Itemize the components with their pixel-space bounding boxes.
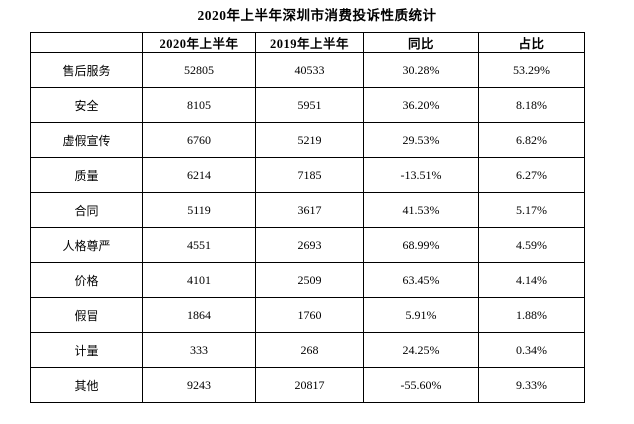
cell-value: 3617 <box>255 192 364 228</box>
table-row: 售后服务 52805 40533 30.28% 53.29% <box>30 52 585 88</box>
cell-value: 4.59% <box>478 227 585 263</box>
table-row: 人格尊严 4551 2693 68.99% 4.59% <box>30 227 585 263</box>
cell-value: 30.28% <box>363 52 479 88</box>
complaints-stats-table: 2020年上半年 2019年上半年 同比 占比 售后服务 52805 40533 30… <box>30 32 585 403</box>
cell-value: 2509 <box>255 262 364 298</box>
header-yoy: 同比 <box>363 32 479 53</box>
cell-value: 333 <box>142 332 256 368</box>
cell-value: 63.45% <box>363 262 479 298</box>
cell-value: 29.53% <box>363 122 479 158</box>
table-row: 合同 5119 3617 41.53% 5.17% <box>30 192 585 228</box>
cell-value: 20817 <box>255 367 364 403</box>
cell-value: 268 <box>255 332 364 368</box>
cell-value: 8105 <box>142 87 256 123</box>
row-label: 合同 <box>30 192 143 228</box>
cell-value: 68.99% <box>363 227 479 263</box>
cell-value: 5.17% <box>478 192 585 228</box>
row-label: 售后服务 <box>30 52 143 88</box>
table-header-row: 2020年上半年 2019年上半年 同比 占比 <box>30 32 585 53</box>
cell-value: 52805 <box>142 52 256 88</box>
cell-value: 6760 <box>142 122 256 158</box>
row-label: 安全 <box>30 87 143 123</box>
cell-value: 9243 <box>142 367 256 403</box>
table-row: 虚假宣传 6760 5219 29.53% 6.82% <box>30 122 585 158</box>
cell-value: 8.18% <box>478 87 585 123</box>
cell-value: 6214 <box>142 157 256 193</box>
table-row: 计量 333 268 24.25% 0.34% <box>30 332 585 368</box>
cell-value: -13.51% <box>363 157 479 193</box>
table-row: 其他 9243 20817 -55.60% 9.33% <box>30 367 585 403</box>
cell-value: 5.91% <box>363 297 479 333</box>
table-body: 售后服务 52805 40533 30.28% 53.29% 安全 8105 5951 36.2… <box>30 52 585 403</box>
cell-value: 5219 <box>255 122 364 158</box>
cell-value: 4551 <box>142 227 256 263</box>
cell-value: 9.33% <box>478 367 585 403</box>
row-label: 人格尊严 <box>30 227 143 263</box>
cell-value: 6.27% <box>478 157 585 193</box>
row-label: 假冒 <box>30 297 143 333</box>
cell-value: 7185 <box>255 157 364 193</box>
cell-value: 24.25% <box>363 332 479 368</box>
cell-value: 5951 <box>255 87 364 123</box>
header-2020-h1: 2020年上半年 <box>142 32 256 53</box>
cell-value: 5119 <box>142 192 256 228</box>
cell-value: 40533 <box>255 52 364 88</box>
row-label: 虚假宣传 <box>30 122 143 158</box>
cell-value: 4.14% <box>478 262 585 298</box>
row-label: 计量 <box>30 332 143 368</box>
header-share: 占比 <box>478 32 585 53</box>
cell-value: 0.34% <box>478 332 585 368</box>
cell-value: -55.60% <box>363 367 479 403</box>
row-label: 价格 <box>30 262 143 298</box>
table-row: 质量 6214 7185 -13.51% 6.27% <box>30 157 585 193</box>
cell-value: 53.29% <box>478 52 585 88</box>
cell-value: 2693 <box>255 227 364 263</box>
header-2019-h1: 2019年上半年 <box>255 32 364 53</box>
table-row: 假冒 1864 1760 5.91% 1.88% <box>30 297 585 333</box>
cell-value: 1760 <box>255 297 364 333</box>
row-label: 其他 <box>30 367 143 403</box>
cell-value: 41.53% <box>363 192 479 228</box>
cell-value: 1864 <box>142 297 256 333</box>
cell-value: 1.88% <box>478 297 585 333</box>
row-label: 质量 <box>30 157 143 193</box>
cell-value: 6.82% <box>478 122 585 158</box>
page-title: 2020年上半年深圳市消费投诉性质统计 <box>197 8 437 23</box>
table-row: 安全 8105 5951 36.20% 8.18% <box>30 87 585 123</box>
table-row: 价格 4101 2509 63.45% 4.14% <box>30 262 585 298</box>
cell-value: 4101 <box>142 262 256 298</box>
cell-value: 36.20% <box>363 87 479 123</box>
header-empty <box>30 32 143 53</box>
